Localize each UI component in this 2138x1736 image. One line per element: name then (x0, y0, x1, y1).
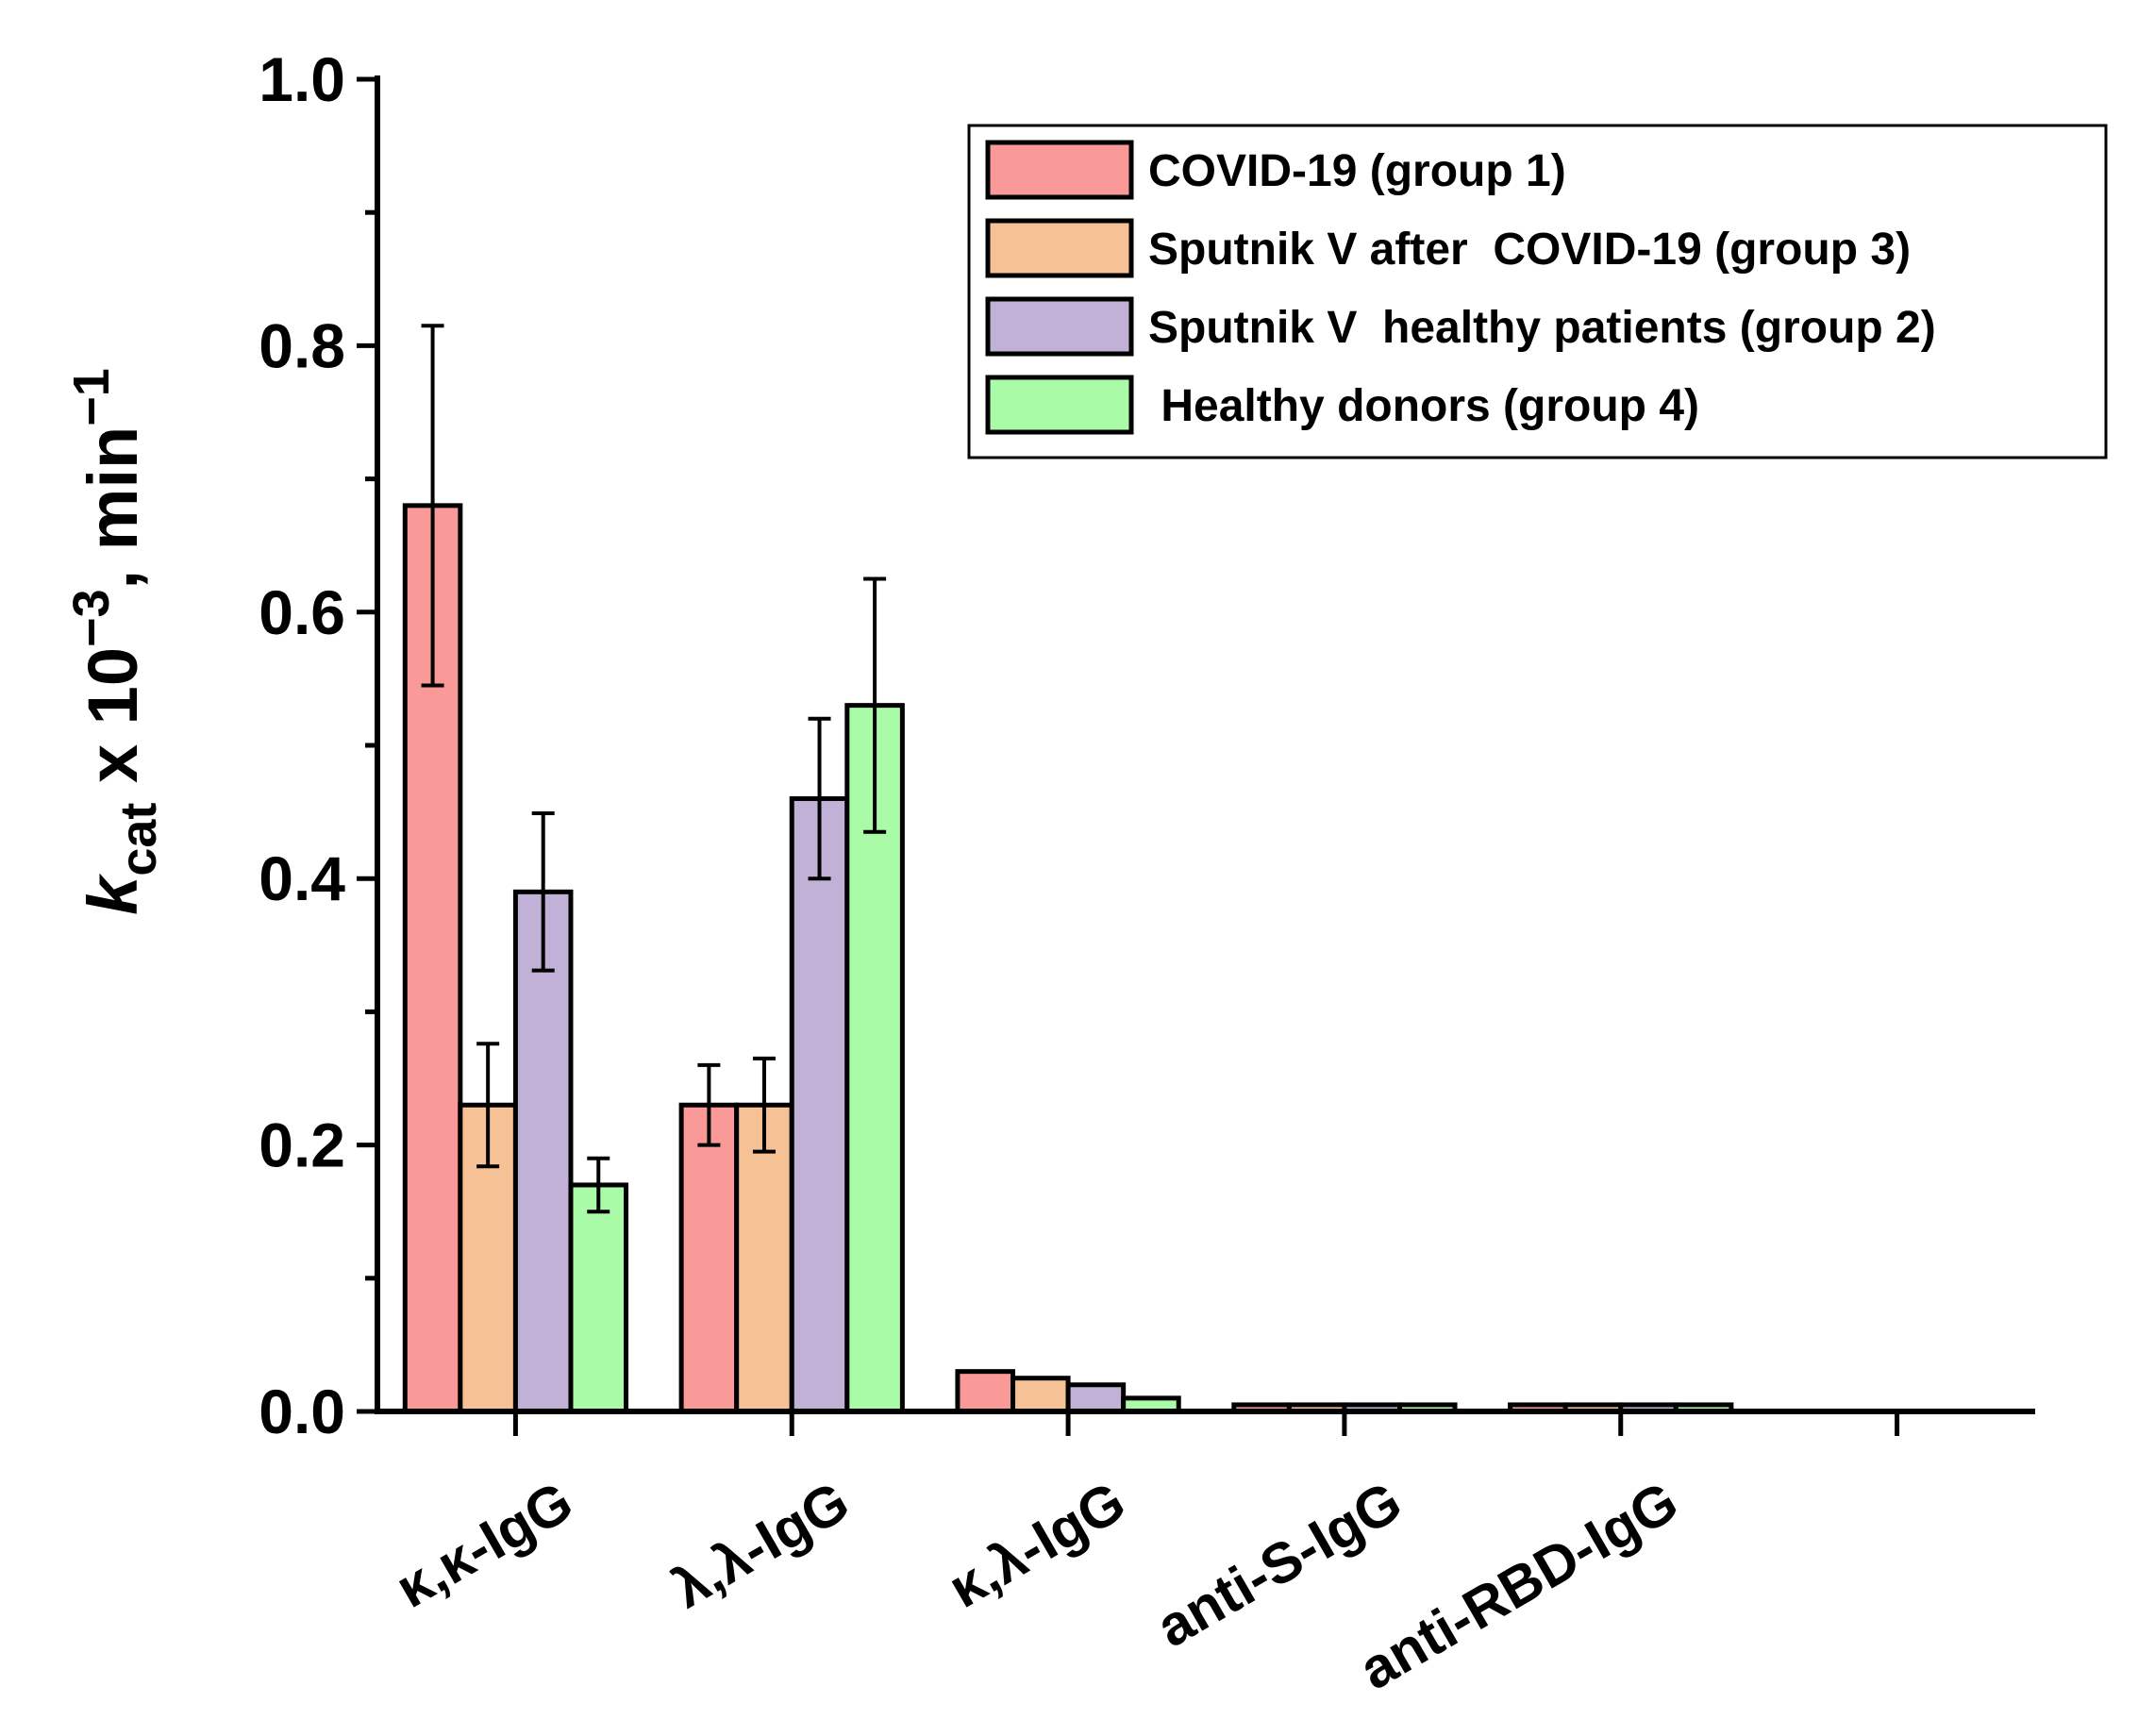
y-tick-label: 0.6 (259, 577, 345, 647)
bar (789, 795, 850, 1414)
legend-label: Healthy donors (group 4) (1148, 381, 1699, 431)
y-axis-label-part: , min (74, 426, 152, 590)
error-bar (476, 1042, 500, 1169)
y-tick-label: 0.2 (259, 1110, 345, 1180)
legend-label: COVID-19 (group 1) (1148, 146, 1566, 196)
y-tick-label: 0.4 (259, 843, 345, 913)
legend-label: Sputnik V after COVID-19 (group 3) (1148, 225, 1911, 275)
y-axis-label: kcat x 10−3, min−1 (63, 368, 167, 915)
legend-swatch (985, 375, 1134, 435)
y-tick-label: 1.0 (259, 44, 345, 114)
y-axis-label-part: x 10 (74, 647, 152, 803)
x-tick-label: anti-S-IgG (1146, 1469, 1412, 1659)
bar (678, 1102, 740, 1414)
bar (568, 1182, 629, 1414)
legend-label: Sputnik V healthy patients (group 2) (1148, 303, 1936, 353)
y-tick-label: 0.8 (259, 310, 345, 380)
legend-swatch (985, 296, 1134, 357)
x-tick-label: κ,λ-IgG (938, 1469, 1136, 1620)
legend-swatch (985, 218, 1134, 278)
y-axis-label-part: k (74, 873, 152, 915)
x-tick-label: κ,κ-IgG (385, 1469, 583, 1620)
legend-box (967, 124, 2108, 459)
x-tick-label: λ,λ-IgG (661, 1469, 860, 1620)
y-tick-label: 0.0 (259, 1377, 345, 1446)
error-bar (421, 324, 444, 688)
bar (1011, 1376, 1071, 1414)
error-bar (697, 1062, 721, 1147)
legend-swatch (985, 140, 1134, 200)
error-bar (808, 716, 831, 881)
y-axis-label-part: −1 (63, 368, 120, 426)
error-bar (863, 576, 887, 834)
error-bar (752, 1056, 776, 1154)
bar (955, 1369, 1016, 1414)
y-axis-label-part: −3 (63, 589, 120, 647)
bar (1065, 1382, 1127, 1414)
y-axis-label-part: cat (110, 803, 167, 876)
error-bar (531, 811, 555, 973)
error-bar (587, 1156, 610, 1214)
